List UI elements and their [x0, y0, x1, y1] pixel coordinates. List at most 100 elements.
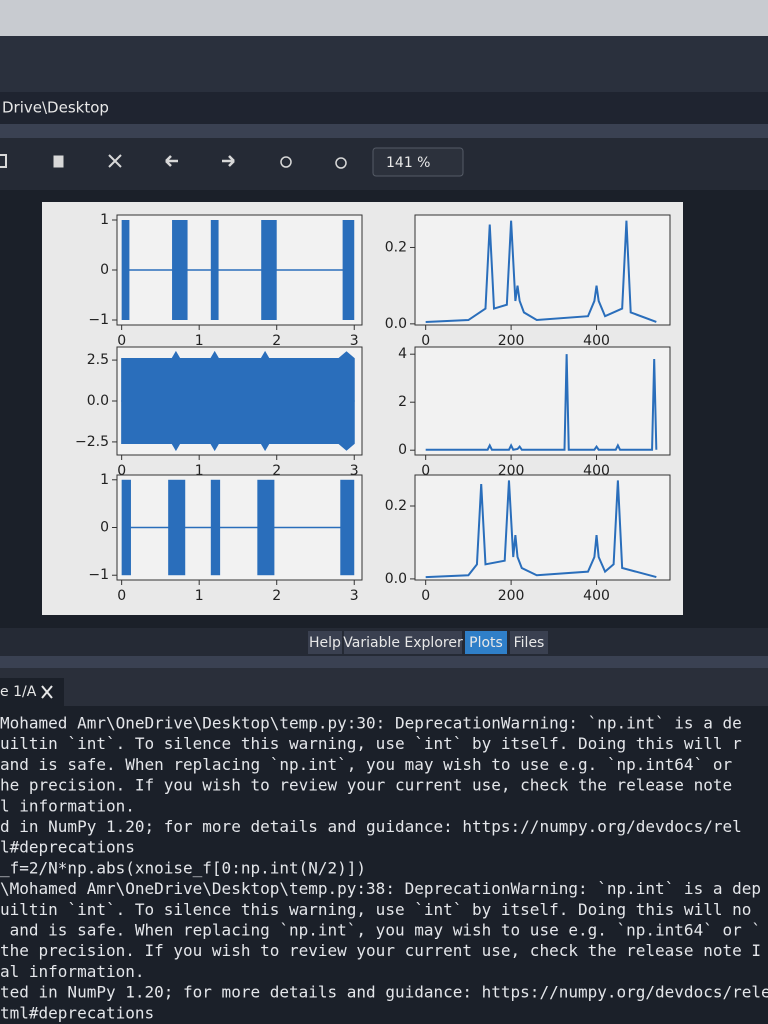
axes [414, 214, 671, 326]
save-icon[interactable] [0, 154, 7, 168]
x-tick-label: 200 [498, 333, 525, 349]
y-tick-label: 0 [100, 262, 109, 278]
console-line: tml#deprecations [0, 1003, 154, 1022]
x-tick-label: 0 [117, 333, 126, 349]
x-tick-label: 400 [583, 588, 610, 604]
x-tick-label: 0 [421, 333, 430, 349]
console-line: d in NumPy 1.20; for more details and gu… [0, 817, 742, 836]
y-tick-label: 1 [100, 212, 109, 228]
tabs: Help Variable Explorer Plots Files [308, 631, 548, 654]
x-tick-label: 2 [272, 463, 281, 479]
console-tab-label: e 1/A [0, 684, 37, 700]
path: Drive\Desktop [2, 99, 109, 117]
close-tab-icon[interactable] [41, 685, 53, 699]
envelope [121, 350, 355, 402]
title-bar [0, 36, 768, 92]
burst [172, 220, 188, 320]
tab[interactable] [344, 631, 462, 654]
axes [414, 346, 671, 456]
separator [0, 124, 768, 138]
burst [121, 479, 131, 576]
y-tick-label: 0.0 [385, 571, 407, 587]
console-line: Mohamed Amr\OneDrive\Desktop\temp.py:30:… [0, 714, 742, 733]
console-line: l information. [0, 796, 135, 815]
burst [340, 479, 355, 576]
bezel [0, 0, 768, 36]
console-line: and is safe. When replacing `np.int`, yo… [0, 755, 732, 774]
toolbar-icons [0, 154, 347, 169]
spectrum-line [425, 220, 657, 323]
x-tick-label: 1 [195, 333, 204, 349]
console: Mohamed Amr\OneDrive\Desktop\temp.py:30:… [0, 714, 768, 1023]
console-line: the precision. If you wish to review you… [0, 941, 761, 960]
tab[interactable] [510, 631, 548, 654]
console-line: l#deprecations [0, 838, 135, 857]
tab-label: Help [309, 635, 341, 651]
console-line: al information. [0, 962, 145, 981]
y-tick-label: 2.5 [87, 352, 109, 368]
x-tick-label: 200 [498, 588, 525, 604]
y-tick-label: 0.0 [87, 393, 109, 409]
y-tick-label: 1 [100, 472, 109, 488]
y-tick-label: 0 [100, 520, 109, 536]
tab-label: Files [514, 635, 545, 651]
zoom-value: 141 % [386, 155, 430, 171]
zoom-box[interactable] [372, 147, 464, 177]
tab-label: Plots [469, 635, 503, 651]
console-line: and is safe. When replacing `np.int`, yo… [0, 921, 761, 940]
console-line: _f=2/N*np.abs(xnoise_f[0:np.int(N/2)]) [0, 858, 366, 877]
console-tab[interactable] [0, 678, 64, 706]
y-tick-label: 0.2 [385, 239, 407, 255]
prev-icon[interactable] [165, 155, 178, 167]
y-tick-label: 0.2 [385, 498, 407, 514]
x-tick-label: 3 [350, 333, 359, 349]
y-tick-label: 0.0 [385, 316, 407, 332]
x-tick-label: 1 [195, 588, 204, 604]
y-tick-label: −1 [88, 312, 109, 328]
burst [168, 479, 186, 576]
x-tick-label: 0 [117, 588, 126, 604]
y-tick-label: −1 [88, 567, 109, 583]
burst [261, 220, 277, 320]
burst [257, 479, 275, 576]
zoom-out-icon[interactable] [335, 157, 347, 169]
console-line: he precision. If you wish to review your… [0, 776, 732, 795]
x-tick-label: 400 [583, 333, 610, 349]
y-tick-label: 0 [398, 442, 407, 458]
console-tab-bar [0, 668, 768, 706]
next-icon[interactable] [222, 155, 235, 167]
x-tick-label: 3 [350, 588, 359, 604]
x-tick-label: 0 [117, 463, 126, 479]
console-line: uiltin `int`. To silence this warning, u… [0, 900, 751, 919]
console-line: ted in NumPy 1.20; for more details and … [0, 983, 768, 1002]
x-tick-label: 1 [195, 463, 204, 479]
y-tick-label: 4 [398, 346, 407, 362]
spectrum-line [425, 354, 658, 451]
burst [121, 220, 130, 320]
tab[interactable] [308, 631, 342, 654]
y-tick-label: 2 [398, 394, 407, 410]
console-line: uiltin `int`. To silence this warning, u… [0, 734, 742, 753]
zoom-in-icon[interactable] [280, 156, 292, 168]
separator [0, 656, 768, 668]
envelope [121, 400, 355, 452]
console-line: \Mohamed Amr\OneDrive\Desktop\temp.py:38… [0, 879, 761, 898]
spectrum-line [425, 480, 657, 579]
x-tick-label: 2 [272, 588, 281, 604]
burst [210, 479, 221, 576]
burst [210, 220, 219, 320]
x-tick-label: 0 [421, 588, 430, 604]
x-tick-label: 3 [350, 463, 359, 479]
y-tick-label: −2.5 [75, 434, 109, 450]
x-tick-label: 0 [421, 463, 430, 479]
tab[interactable] [465, 631, 507, 654]
tab-label: Variable Explorer [343, 635, 463, 651]
x-tick-label: 2 [272, 333, 281, 349]
delete-icon[interactable] [53, 155, 64, 168]
close-all-icon[interactable] [108, 154, 122, 168]
axes [414, 474, 671, 581]
path-bar [0, 92, 768, 124]
